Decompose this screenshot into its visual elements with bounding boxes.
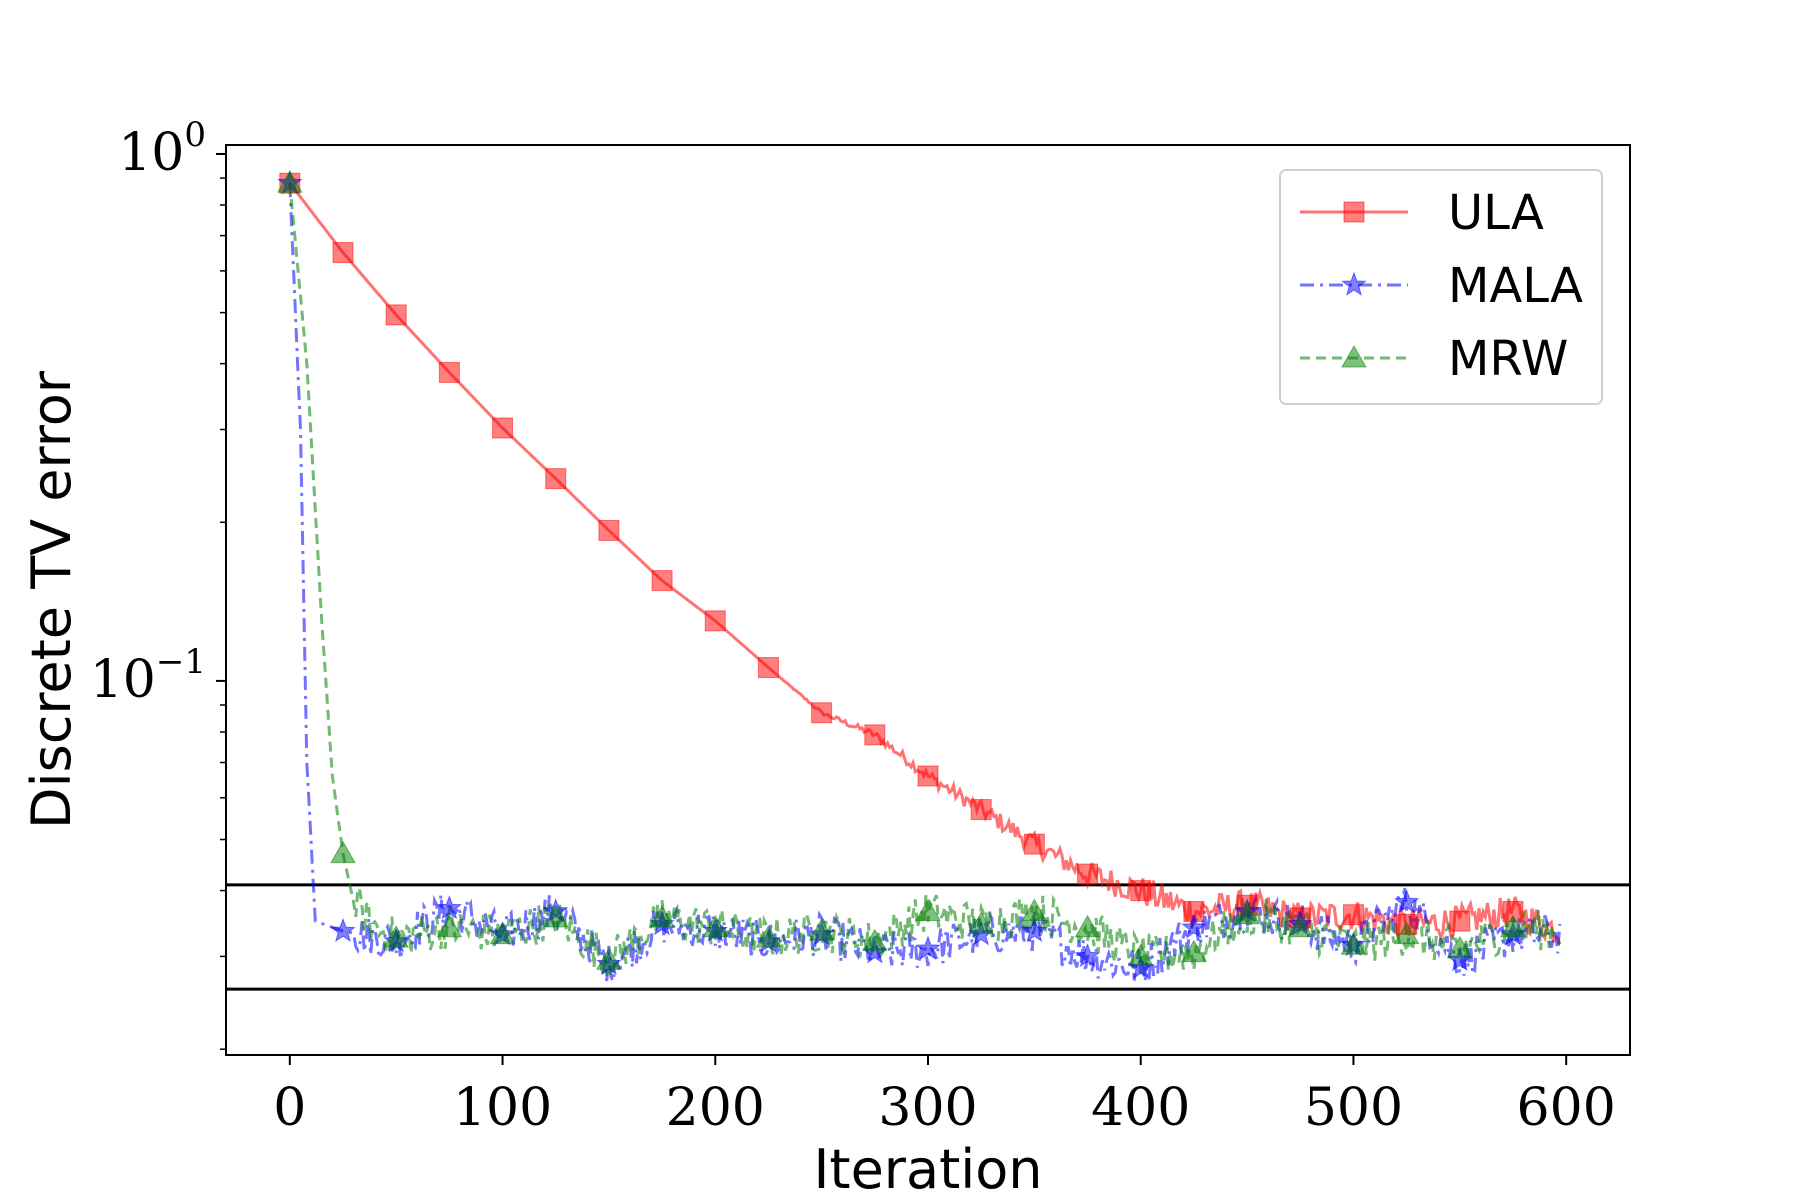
point-ula-550: [1449, 910, 1471, 932]
point-ula-250: [811, 702, 833, 724]
point-ula-50: [385, 304, 407, 326]
point-mala-300: [915, 935, 941, 960]
point-ula-225: [757, 657, 779, 679]
point-mrw-300: [915, 898, 941, 922]
point-mrw-0: [276, 170, 303, 193]
legend-label-mala: MALA: [1448, 258, 1583, 314]
point-mrw-75: [436, 914, 463, 938]
point-mala-75: [436, 894, 463, 920]
legend-marker-ula: [1343, 201, 1365, 223]
point-mrw-425: [1181, 939, 1207, 963]
point-mrw-125: [542, 904, 569, 928]
point-mrw-575: [1500, 914, 1526, 938]
point-ula-175: [651, 570, 673, 592]
legend-label-mrw: MRW: [1448, 331, 1568, 387]
point-mrw-525: [1393, 921, 1420, 945]
point-mrw-175: [649, 904, 675, 928]
point-mala-350: [1021, 917, 1048, 943]
y-tick-exponent: −1: [156, 642, 206, 682]
point-mrw-450: [1234, 901, 1260, 925]
legend-label-ula: ULA: [1448, 185, 1544, 241]
x-axis-label: Iteration: [813, 1138, 1042, 1200]
y-tick-base: 10: [118, 123, 184, 183]
point-mrw-475: [1287, 914, 1314, 938]
point-ula-125: [545, 468, 567, 490]
x-tick-label: 100: [453, 1078, 552, 1138]
markers-ula: [279, 172, 1524, 935]
point-mala-25: [330, 917, 356, 943]
legend-marker-mrw: [1341, 344, 1367, 368]
x-tick-label: 200: [666, 1078, 765, 1138]
point-ula-325: [970, 799, 992, 821]
point-mala-375: [1074, 942, 1101, 968]
point-ula-275: [864, 724, 886, 746]
point-mrw-250: [808, 918, 835, 941]
point-mrw-25: [330, 840, 356, 864]
reference-lines: [226, 883, 1630, 991]
point-mala-525: [1393, 888, 1420, 914]
x-tick-label: 0: [273, 1078, 306, 1138]
point-mrw-225: [755, 925, 782, 948]
y-tick-exponent: 0: [184, 115, 206, 155]
point-mrw-400: [1127, 943, 1154, 966]
point-mrw-150: [596, 947, 622, 970]
x-tick-label: 600: [1517, 1078, 1616, 1138]
point-mrw-50: [383, 925, 410, 948]
legend-box: [1279, 169, 1603, 405]
y-axis-label: Discrete TV error: [20, 370, 83, 829]
point-mrw-500: [1340, 932, 1367, 955]
point-mrw-350: [1021, 898, 1048, 922]
x-tick-label: 300: [878, 1078, 977, 1138]
point-mrw-200: [702, 914, 729, 938]
point-mrw-550: [1446, 935, 1473, 959]
point-mrw-375: [1074, 914, 1101, 938]
point-mala-425: [1181, 914, 1207, 939]
point-mrw-100: [489, 921, 516, 945]
point-ula-500: [1342, 904, 1364, 926]
legend-marker-mala: [1341, 271, 1367, 296]
point-mrw-275: [861, 928, 888, 952]
point-ula-375: [1077, 863, 1099, 885]
series-layer: [276, 169, 1562, 987]
point-ula-150: [598, 519, 620, 541]
x-axis: 0 100 200 300 400 500 600: [273, 1055, 1616, 1138]
point-ula-25: [332, 242, 354, 264]
x-tick-label: 500: [1304, 1078, 1403, 1138]
point-ula-300: [917, 765, 939, 787]
point-ula-100: [492, 417, 514, 439]
legend: ULA MALA MRW: [1279, 169, 1603, 405]
y-tick-label: 10−1: [90, 642, 206, 710]
y-tick-label: 100: [118, 115, 206, 183]
point-ula-75: [438, 361, 460, 383]
point-ula-200: [704, 610, 726, 632]
point-ula-400: [1130, 880, 1152, 902]
point-ula-350: [1023, 833, 1045, 855]
point-mrw-325: [968, 911, 995, 934]
y-tick-base: 10: [90, 650, 156, 710]
markers-mrw: [276, 170, 1526, 970]
x-tick-label: 400: [1091, 1078, 1190, 1138]
